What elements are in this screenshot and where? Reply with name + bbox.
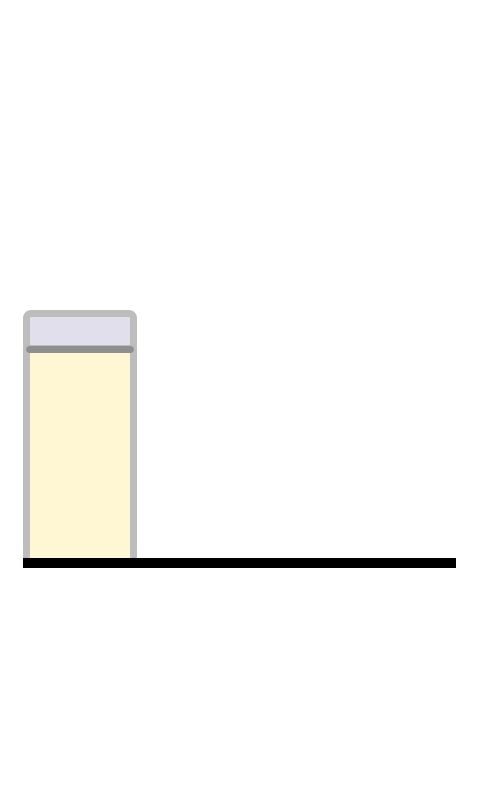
block-seam: [26, 346, 134, 353]
block-tower: [23, 310, 137, 562]
ground-platform: [23, 558, 456, 568]
tower-body-block[interactable]: [23, 346, 137, 562]
